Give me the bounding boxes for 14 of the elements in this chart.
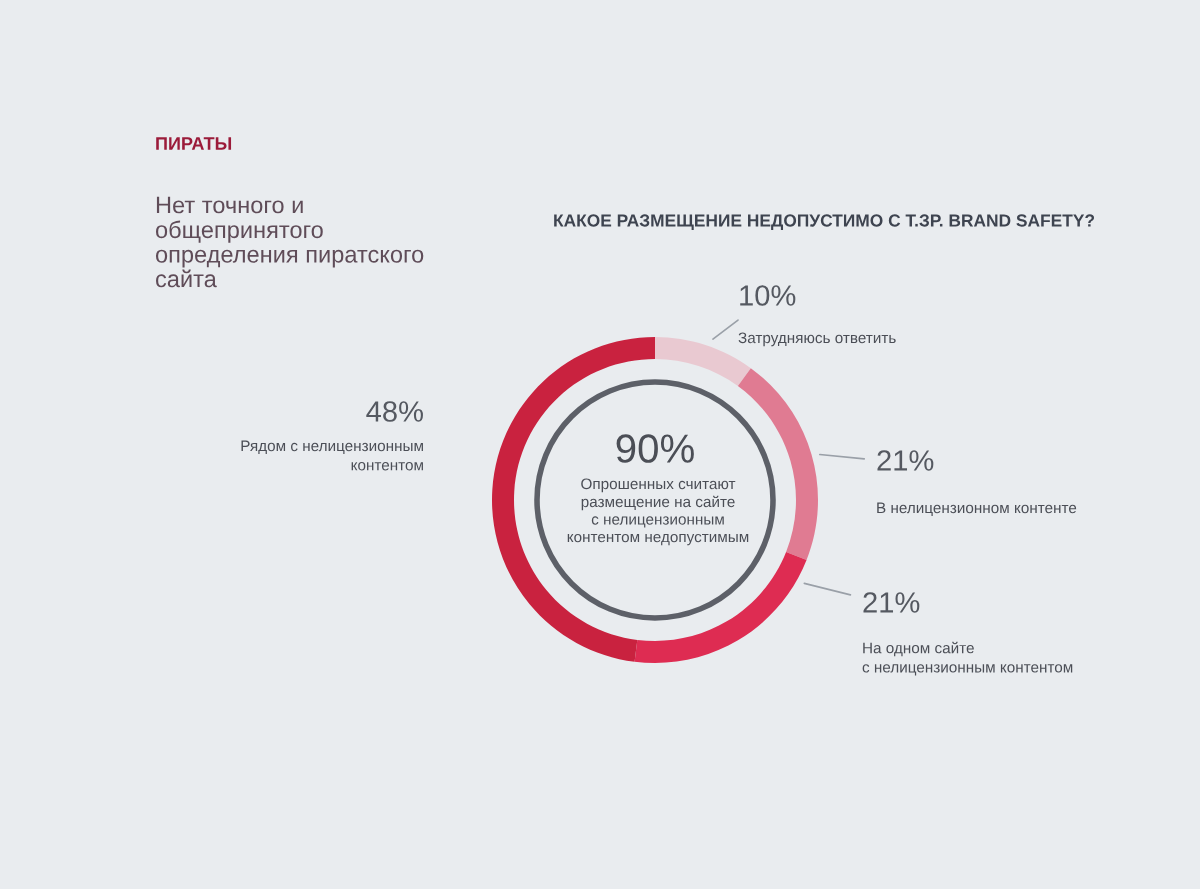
donut-slice [634,551,807,663]
text: Опрошенных считают размещение на сайте с нелицензионным контентом недопустимым [567,478,749,546]
chart-title: КАКОЕ РАЗМЕЩЕНИЕ НЕДОПУСТИМО С Т.ЗР. BRAND SAFETY? [554,214,1095,230]
slice-label: Затрудняюсь ответить [738,332,896,347]
data-label: 21% [877,450,934,471]
text: ПИРАТЫ [156,137,232,150]
data-label: 10% [740,285,796,306]
slice-label: В нелицензионном контенте [877,502,1077,517]
text: 90% [616,434,694,463]
slice-label: Рядом с нелицензионным контентом [241,440,423,471]
slice-label: На одном сайте с нелицензионным контентом [862,641,1073,676]
data-label: 48% [366,401,423,422]
data-label: 21% [863,592,920,613]
text: Нет точного и общепринятого определения пиратского сайта [155,196,424,288]
